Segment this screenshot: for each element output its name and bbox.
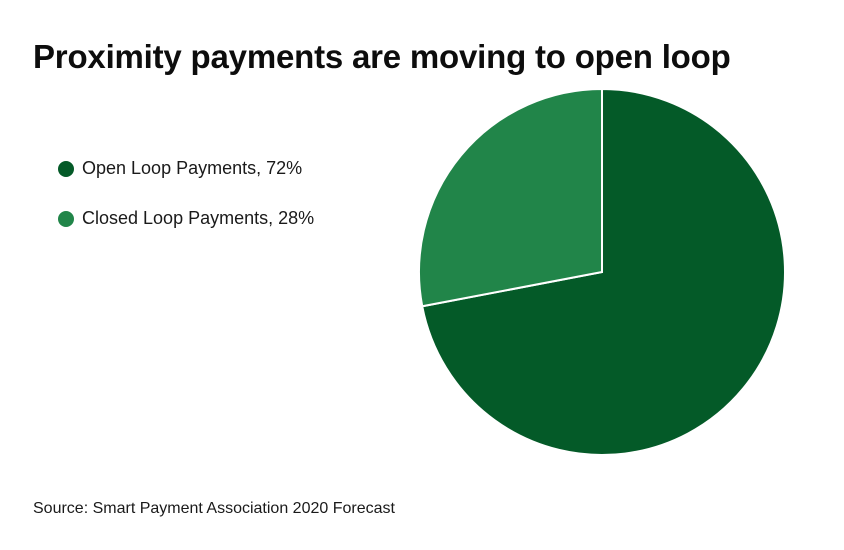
legend-item-open-loop: Open Loop Payments, 72% [58,155,314,182]
legend-label-closed-loop: Closed Loop Payments, 28% [82,208,315,228]
chart-legend: Open Loop Payments, 72% Closed Loop Paym… [58,155,314,255]
pie-slice-closed-loop-payments [418,87,603,308]
legend-swatch-open-loop [58,160,74,177]
pie-slice-open-loop-payments [421,87,786,456]
legend-swatch-closed-loop [58,210,74,227]
legend-item-closed-loop: Closed Loop Payments, 28% [58,205,314,232]
legend-label-open-loop: Open Loop Payments, 72% [82,158,303,178]
pie-chart-area [400,70,810,470]
pie-chart [418,87,786,456]
source-note: Source: Smart Payment Association 2020 F… [33,500,395,517]
chart-title: Proximity payments are moving to open lo… [33,38,731,75]
